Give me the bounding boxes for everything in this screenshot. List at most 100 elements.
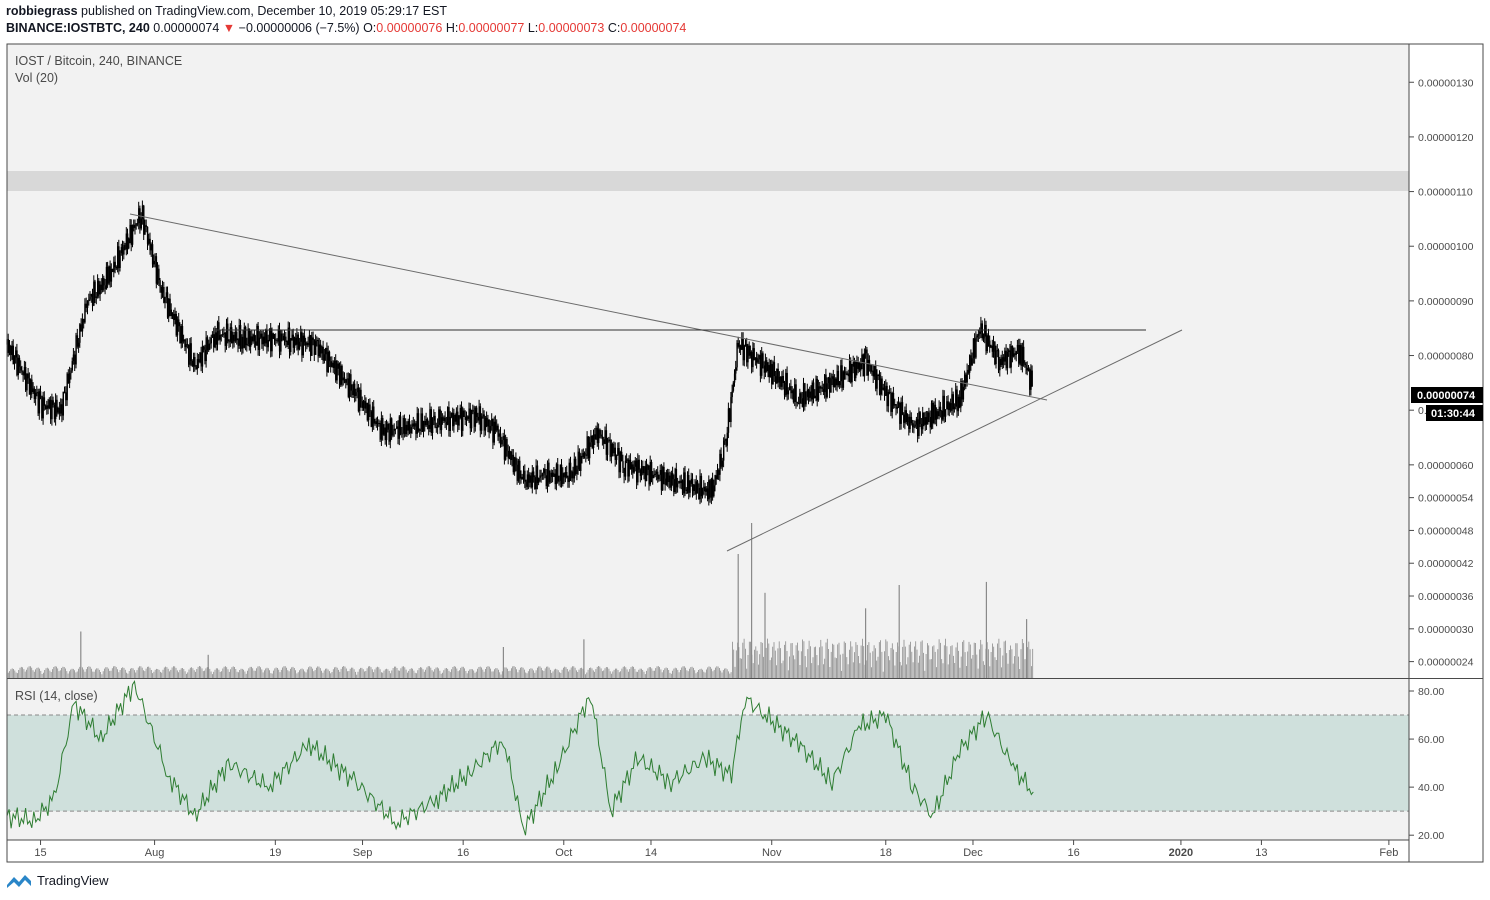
candle-body <box>851 366 853 383</box>
candle-body <box>976 335 978 338</box>
candle-body <box>126 233 129 249</box>
candle-body <box>669 475 671 488</box>
candle-body <box>522 470 525 480</box>
candle-body <box>181 326 184 342</box>
candle-body <box>1006 352 1009 369</box>
candle-body <box>149 238 151 251</box>
candle-body <box>548 462 550 483</box>
author-name[interactable]: robbiegrass <box>6 4 78 18</box>
candle-body <box>351 390 353 395</box>
candle-body <box>131 224 134 245</box>
candle-body <box>268 328 271 340</box>
candle-body <box>232 334 234 344</box>
candle-body <box>582 452 585 458</box>
candle-body <box>20 366 22 371</box>
candle-body <box>219 335 221 340</box>
candle-body <box>798 403 800 405</box>
candle-body <box>995 350 997 364</box>
candle-body <box>337 363 339 369</box>
time-axis: 15 Aug 19 Sep 16 Oct 14 Nov 18 Dec 16 2020 13 Feb <box>34 840 1398 859</box>
close-value: 0.00000074 <box>620 21 687 35</box>
candle-body <box>615 454 618 461</box>
candle-body <box>660 470 663 491</box>
candle-body <box>75 335 77 365</box>
ascending-trendline[interactable] <box>726 329 1183 552</box>
candle-body <box>273 338 276 340</box>
candle-body <box>861 354 863 364</box>
footer-brand[interactable]: TradingView <box>6 872 109 888</box>
candle-body <box>740 345 742 350</box>
candle-body <box>196 359 199 370</box>
descending-trendline[interactable] <box>129 213 1048 401</box>
candle-body <box>596 427 599 444</box>
candle-body <box>891 393 893 412</box>
symbol-label: BINANCE:IOSTBTC, 240 <box>6 21 150 35</box>
candle-body <box>163 287 165 303</box>
candle-body <box>256 325 258 346</box>
candle-body <box>836 370 838 386</box>
candle-body <box>320 344 322 354</box>
rsi-axis-label: 80.00 <box>1418 686 1444 698</box>
candle-body <box>27 373 29 379</box>
candle-body <box>877 375 879 376</box>
candle-body <box>1031 370 1033 387</box>
candle-body <box>275 339 277 341</box>
candle-body <box>239 325 242 349</box>
candle-body <box>768 365 770 378</box>
candle-body <box>817 386 820 401</box>
candle-body <box>165 292 168 298</box>
candle-body <box>649 462 651 485</box>
candle-body <box>494 421 497 431</box>
candle-body <box>663 466 665 479</box>
candle-body <box>465 416 468 420</box>
candle-body <box>190 343 192 361</box>
candle-body <box>473 411 475 427</box>
candle-body <box>253 334 256 342</box>
candle-body <box>839 381 841 386</box>
candle-body <box>453 415 455 427</box>
candle-body <box>794 384 796 402</box>
candle-body <box>815 378 817 396</box>
candle-body <box>477 416 479 421</box>
candle-body <box>1011 346 1014 357</box>
candle-body <box>416 413 418 434</box>
candle-body <box>310 335 312 356</box>
candle-body <box>657 471 659 480</box>
candle-body <box>845 373 847 375</box>
candle-body <box>51 400 53 420</box>
candle-body <box>134 225 136 228</box>
candle-body <box>964 374 966 387</box>
candle-body <box>622 461 624 468</box>
candle-body <box>426 419 429 425</box>
candle-body <box>960 381 962 408</box>
candle-body <box>503 435 506 460</box>
candle-body <box>714 475 716 486</box>
candle-body <box>735 367 737 374</box>
candle-body <box>72 354 75 361</box>
candle-body <box>94 281 96 298</box>
candle-body <box>67 373 70 384</box>
candle-body <box>801 398 804 407</box>
candle-body <box>917 419 919 436</box>
candle-body <box>37 392 39 414</box>
candle-body <box>541 473 544 477</box>
candle-body <box>385 423 388 441</box>
candle-body <box>458 417 460 426</box>
candle-body <box>982 336 985 339</box>
candle-body <box>562 473 564 484</box>
candle-body <box>175 314 177 336</box>
candle-body <box>640 466 643 476</box>
candle-body <box>489 426 492 433</box>
candle-body <box>484 417 487 431</box>
candle-body <box>751 352 753 368</box>
candle-body <box>673 479 675 493</box>
candle-body <box>286 341 288 345</box>
candle-body <box>105 266 108 290</box>
candle-body <box>316 340 318 342</box>
candle-body <box>805 396 807 405</box>
candle-body <box>516 464 518 481</box>
ohlc-legend: BINANCE:IOSTBTC, 240 0.00000074 ▼ −0.000… <box>6 21 686 35</box>
candle-body <box>406 424 408 431</box>
candle-body <box>885 385 887 396</box>
